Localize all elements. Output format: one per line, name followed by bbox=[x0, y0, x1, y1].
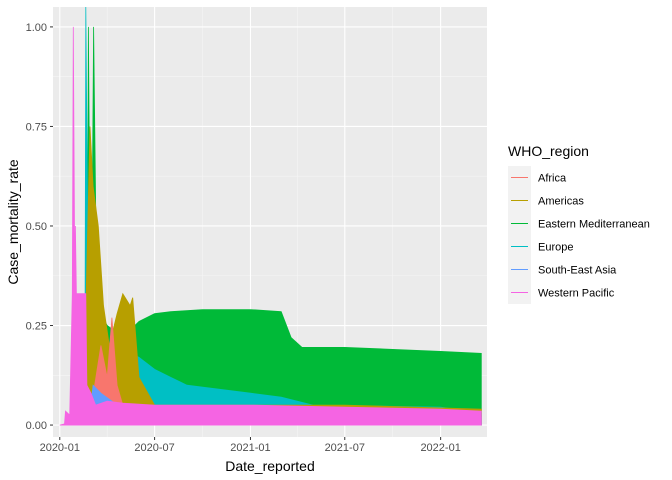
legend-title: WHO_region bbox=[508, 143, 589, 159]
y-axis: 0.00 0.25 0.50 0.75 1.00 bbox=[26, 22, 53, 432]
legend-item-south-east-asia: South-East Asia bbox=[508, 258, 617, 281]
legend-item-eastern-mediterranean: Eastern Mediterranean bbox=[508, 212, 650, 235]
y-axis-title: Case_mortality_rate bbox=[5, 159, 21, 284]
x-axis: 2020-01 2020-07 2021-01 2021-07 2022-01 bbox=[40, 437, 461, 454]
y-tick-label: 1.00 bbox=[26, 22, 47, 34]
series-area-western-pacific bbox=[59, 26, 482, 426]
x-tick-label: 2020-01 bbox=[40, 442, 80, 454]
legend-item-europe: Europe bbox=[508, 235, 573, 258]
y-tick-label: 0.25 bbox=[26, 321, 47, 333]
x-tick-label: 2022-01 bbox=[420, 442, 460, 454]
x-axis-title: Date_reported bbox=[225, 458, 315, 474]
legend-item-africa: Africa bbox=[508, 166, 567, 189]
x-tick-label: 2020-07 bbox=[134, 442, 174, 454]
legend: WHO_region Africa Americas Eastern Mediter… bbox=[508, 143, 650, 304]
legend-label: Europe bbox=[538, 242, 573, 254]
legend-label: Western Pacific bbox=[538, 288, 615, 300]
series-layer bbox=[59, 6, 482, 426]
series-area-americas bbox=[82, 126, 482, 426]
legend-item-western-pacific: Western Pacific bbox=[508, 281, 615, 304]
legend-item-americas: Americas bbox=[508, 189, 584, 212]
legend-items: Africa Americas Eastern Mediterranean Europ… bbox=[508, 166, 650, 304]
y-tick-label: 0.50 bbox=[26, 221, 47, 233]
y-tick-label: 0.75 bbox=[26, 121, 47, 133]
y-tick-label: 0.00 bbox=[26, 420, 47, 432]
legend-label: South-East Asia bbox=[538, 265, 617, 277]
legend-label: Eastern Mediterranean bbox=[538, 219, 650, 231]
series-area-eastern-mediterranean bbox=[86, 26, 482, 426]
x-tick-label: 2021-01 bbox=[230, 442, 270, 454]
legend-label: Americas bbox=[538, 196, 584, 208]
legend-label: Africa bbox=[538, 173, 567, 185]
x-tick-label: 2021-07 bbox=[325, 442, 365, 454]
